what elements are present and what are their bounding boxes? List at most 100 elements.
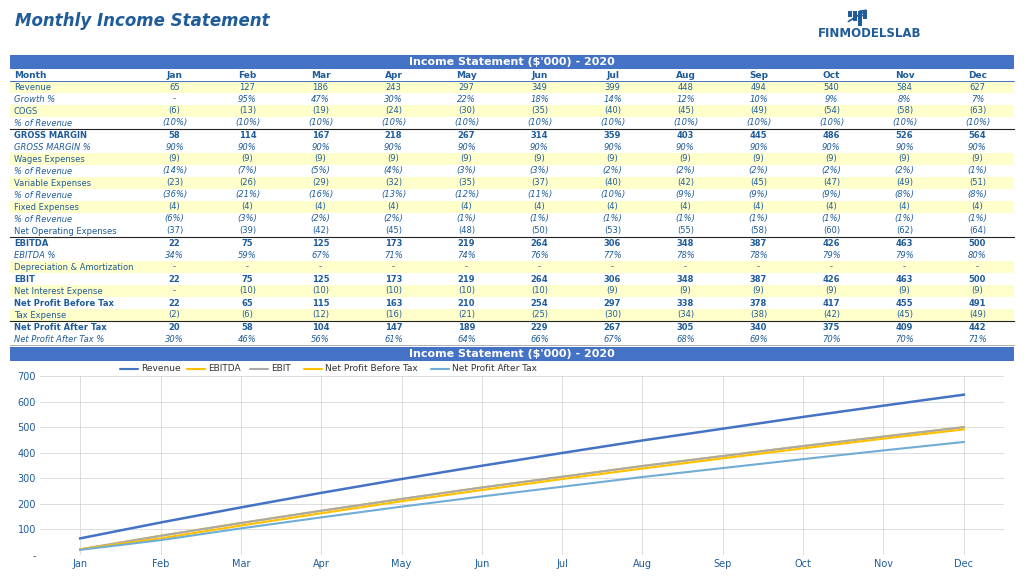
Text: (3%): (3%) — [457, 167, 476, 175]
Text: (9): (9) — [242, 155, 253, 163]
Text: (9): (9) — [461, 155, 472, 163]
Bar — [853, 11, 857, 21]
Text: Net Interest Expense: Net Interest Expense — [14, 287, 102, 295]
Text: 526: 526 — [896, 130, 913, 140]
Text: (37): (37) — [166, 227, 183, 235]
Text: (45): (45) — [750, 178, 767, 188]
Text: (54): (54) — [823, 107, 840, 115]
Text: Month: Month — [14, 70, 46, 80]
Text: 46%: 46% — [239, 335, 257, 343]
Text: EBIT: EBIT — [14, 275, 35, 283]
Text: 14%: 14% — [603, 95, 622, 103]
Text: 90%: 90% — [165, 143, 184, 152]
Text: 79%: 79% — [895, 250, 913, 260]
Text: 47%: 47% — [311, 95, 330, 103]
Bar — [10, 285, 1014, 297]
Text: (25): (25) — [531, 310, 548, 320]
Text: 76%: 76% — [530, 250, 549, 260]
Text: (10%): (10%) — [600, 190, 625, 200]
Text: (9%): (9%) — [676, 190, 695, 200]
Text: 95%: 95% — [239, 95, 257, 103]
Text: 494: 494 — [751, 83, 766, 92]
Text: (10%): (10%) — [308, 118, 333, 128]
Text: 348: 348 — [677, 238, 694, 248]
Text: 417: 417 — [822, 298, 841, 308]
Text: (1%): (1%) — [749, 215, 768, 223]
Text: Apr: Apr — [385, 70, 402, 80]
Text: (10%): (10%) — [527, 118, 552, 128]
Text: 10%: 10% — [750, 95, 768, 103]
Text: (9): (9) — [899, 287, 910, 295]
Text: (40): (40) — [604, 107, 621, 115]
Text: Aug: Aug — [676, 70, 695, 80]
Text: (23): (23) — [166, 178, 183, 188]
Text: (47): (47) — [823, 178, 840, 188]
Text: (39): (39) — [239, 227, 256, 235]
Text: 30%: 30% — [165, 335, 184, 343]
Text: 12%: 12% — [676, 95, 695, 103]
Text: -: - — [830, 263, 833, 272]
Text: Tax Expense: Tax Expense — [14, 310, 67, 320]
Text: (4): (4) — [680, 203, 691, 212]
Text: 59%: 59% — [239, 250, 257, 260]
Text: 378: 378 — [750, 298, 767, 308]
Text: 491: 491 — [969, 298, 986, 308]
Text: 264: 264 — [530, 275, 548, 283]
Bar — [10, 153, 1014, 165]
Text: Net Profit Before Tax: Net Profit Before Tax — [325, 364, 418, 373]
Bar — [10, 55, 1014, 69]
Bar — [10, 309, 1014, 321]
Text: 305: 305 — [677, 323, 694, 332]
Text: (58): (58) — [750, 227, 767, 235]
Text: 584: 584 — [897, 83, 912, 92]
Text: 56%: 56% — [311, 335, 330, 343]
Text: (1%): (1%) — [676, 215, 695, 223]
Text: (9): (9) — [680, 287, 691, 295]
Text: 90%: 90% — [457, 143, 476, 152]
Text: 114: 114 — [239, 130, 256, 140]
Text: Mar: Mar — [310, 70, 331, 80]
Text: (10%): (10%) — [234, 118, 260, 128]
Text: 540: 540 — [823, 83, 840, 92]
Text: (42): (42) — [823, 310, 840, 320]
Text: EBITDA: EBITDA — [208, 364, 241, 373]
Text: 219: 219 — [458, 275, 475, 283]
Text: EBIT: EBIT — [271, 364, 291, 373]
Text: (51): (51) — [969, 178, 986, 188]
Text: 22: 22 — [169, 238, 180, 248]
Text: Net Profit After Tax %: Net Profit After Tax % — [14, 335, 104, 343]
Text: Jul: Jul — [606, 70, 618, 80]
Text: Net Profit After Tax: Net Profit After Tax — [14, 323, 106, 332]
Bar — [858, 11, 862, 26]
Text: 426: 426 — [822, 275, 841, 283]
Text: (29): (29) — [312, 178, 329, 188]
Text: (10%): (10%) — [454, 118, 479, 128]
Text: (4): (4) — [534, 203, 546, 212]
Text: (63): (63) — [969, 107, 986, 115]
Text: 58: 58 — [169, 130, 180, 140]
Bar — [848, 11, 852, 17]
Text: Income Statement ($'000) - 2020: Income Statement ($'000) - 2020 — [410, 349, 614, 359]
Text: GROSS MARGIN %: GROSS MARGIN % — [14, 143, 91, 152]
Text: 74%: 74% — [457, 250, 476, 260]
Text: (9): (9) — [388, 155, 399, 163]
Text: (1%): (1%) — [602, 215, 623, 223]
Text: (9): (9) — [972, 155, 983, 163]
Text: 66%: 66% — [530, 335, 549, 343]
Text: (5%): (5%) — [310, 167, 331, 175]
Text: Depreciation & Amortization: Depreciation & Amortization — [14, 263, 133, 272]
Text: Net Operating Expenses: Net Operating Expenses — [14, 227, 117, 235]
Text: (40): (40) — [604, 178, 621, 188]
Text: 387: 387 — [750, 238, 767, 248]
Text: (9): (9) — [753, 155, 764, 163]
Text: 375: 375 — [823, 323, 840, 332]
Text: Revenue: Revenue — [141, 364, 180, 373]
Text: (12%): (12%) — [454, 190, 479, 200]
Text: (7%): (7%) — [238, 167, 257, 175]
Text: (4): (4) — [606, 203, 618, 212]
Text: -: - — [319, 263, 322, 272]
Text: (45): (45) — [385, 227, 402, 235]
Text: (10): (10) — [239, 287, 256, 295]
Text: (60): (60) — [823, 227, 840, 235]
Text: 70%: 70% — [822, 335, 841, 343]
